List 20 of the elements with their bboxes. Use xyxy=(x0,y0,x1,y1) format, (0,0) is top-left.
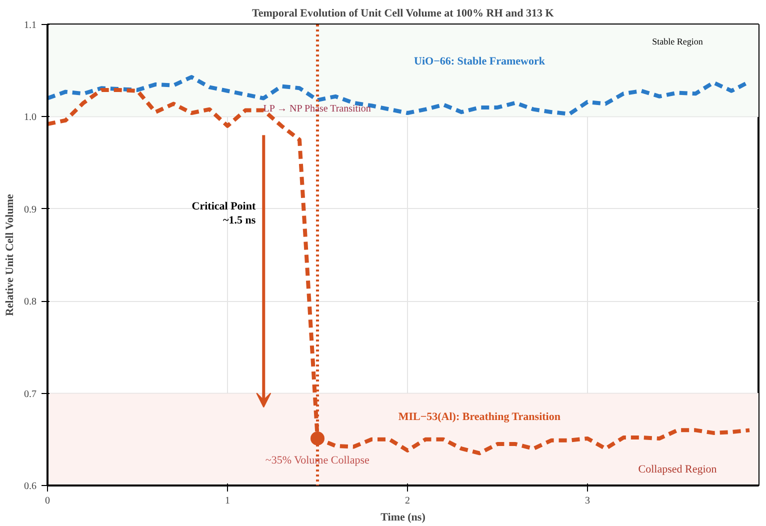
x-tick-label: 3 xyxy=(585,496,590,506)
band-label: Collapsed Region xyxy=(638,464,718,476)
y-tick-label: 1.1 xyxy=(24,20,36,31)
annotation: Critical Point ~1.5 ns xyxy=(192,200,256,227)
x-tick-label: 0 xyxy=(45,496,50,506)
text: UiO−66: Stable Framework xyxy=(414,55,546,68)
y-tick-label: 0.7 xyxy=(24,388,36,400)
y-axis-title: Relative Unit Cell Volume xyxy=(4,194,16,316)
series-label: MIL−53(Al): Breathing Transition xyxy=(398,411,560,424)
y-tick-label: 0.9 xyxy=(24,204,36,216)
x-tick-label: 2 xyxy=(405,496,410,506)
x-tick-label: 1 xyxy=(225,496,230,506)
y-tick-label: 0.8 xyxy=(24,296,36,308)
y-tick-label: 0.6 xyxy=(24,481,36,492)
chart-title: Temporal Evolution of Unit Cell Volume at 100% RH and 313 K xyxy=(252,8,554,20)
x-axis-title: Time (ns) xyxy=(380,512,426,524)
annotation: ~35% Volume Collapse xyxy=(265,454,370,466)
y-tick-label: 1.0 xyxy=(24,112,36,124)
band-label: Stable Region xyxy=(652,36,704,46)
ref-line-label: LP → NP Phase Transition xyxy=(263,104,371,114)
